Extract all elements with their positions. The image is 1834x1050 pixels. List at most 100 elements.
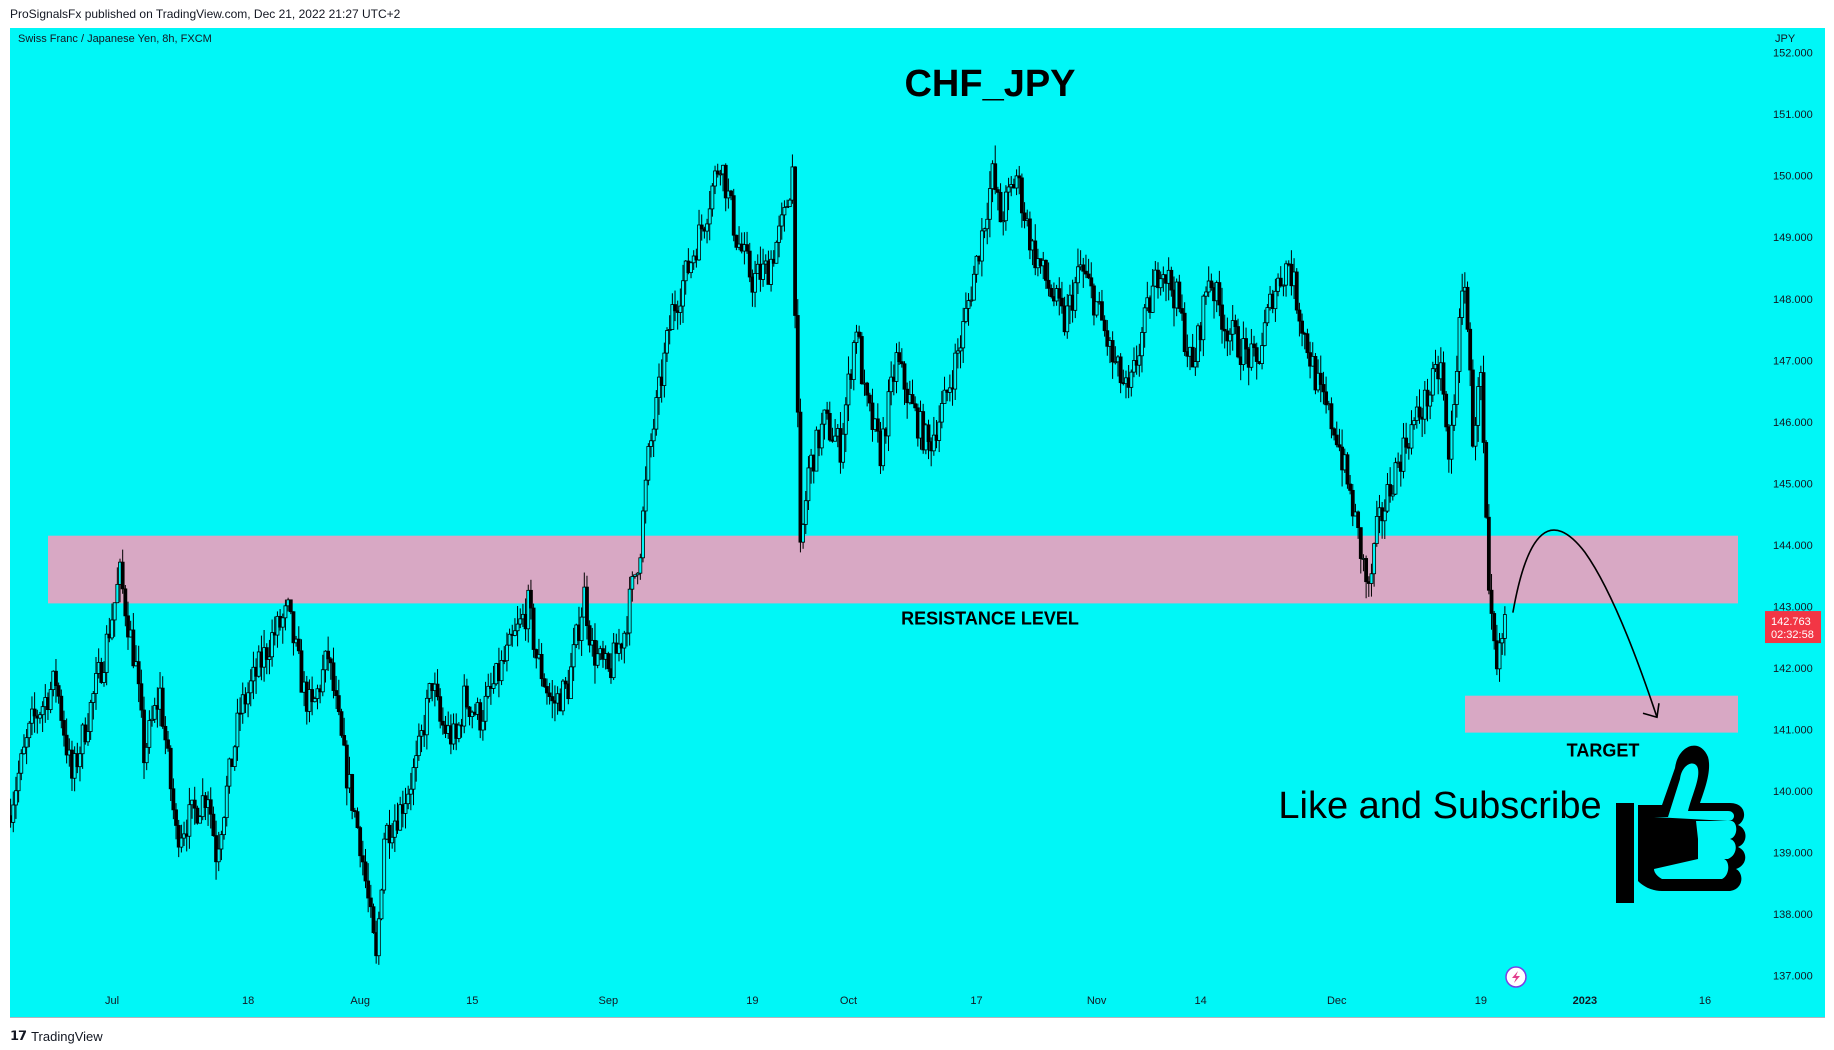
candle bbox=[1006, 177, 1011, 211]
candle bbox=[563, 676, 568, 689]
candle bbox=[179, 824, 184, 853]
candle bbox=[22, 734, 26, 755]
candle bbox=[787, 198, 792, 208]
candle bbox=[1014, 169, 1019, 196]
candle bbox=[1460, 273, 1465, 325]
y-tick-label: 148.000 bbox=[1773, 294, 1813, 306]
candle bbox=[1081, 257, 1086, 288]
candle bbox=[1236, 318, 1240, 359]
candle bbox=[1260, 332, 1264, 370]
x-tick-label: Dec bbox=[1327, 995, 1347, 1007]
candle bbox=[1076, 248, 1080, 294]
candle bbox=[192, 786, 197, 825]
candle bbox=[1385, 473, 1390, 513]
candle bbox=[310, 676, 315, 716]
candle bbox=[1321, 371, 1326, 405]
candle bbox=[654, 390, 659, 436]
candle bbox=[1137, 343, 1142, 377]
candle bbox=[803, 490, 808, 534]
candle bbox=[774, 240, 779, 264]
candle bbox=[529, 579, 533, 620]
candle bbox=[1177, 274, 1182, 313]
candle bbox=[822, 409, 827, 440]
candle bbox=[1204, 286, 1208, 305]
y-tick-label: 144.000 bbox=[1773, 540, 1813, 552]
candle bbox=[1158, 271, 1163, 296]
candle bbox=[1452, 394, 1457, 432]
candle bbox=[1003, 185, 1008, 231]
candle bbox=[1102, 315, 1107, 337]
candle bbox=[1297, 302, 1302, 337]
candle bbox=[187, 787, 192, 849]
candle bbox=[1060, 281, 1064, 314]
candle bbox=[478, 698, 483, 739]
candle bbox=[16, 760, 21, 803]
candle bbox=[1374, 500, 1379, 547]
candle bbox=[1388, 467, 1393, 503]
candle bbox=[947, 374, 952, 402]
candle bbox=[665, 327, 669, 362]
candle bbox=[1249, 328, 1254, 371]
like-subscribe-text: Like and Subscribe bbox=[1278, 785, 1601, 827]
candle bbox=[710, 183, 715, 217]
candle bbox=[1300, 313, 1304, 347]
candle bbox=[939, 391, 944, 429]
y-tick-label: 150.000 bbox=[1773, 171, 1813, 183]
candle bbox=[299, 639, 304, 693]
candle bbox=[886, 379, 891, 452]
tradingview-logo-icon: 𝟭𝟳 bbox=[10, 1028, 27, 1043]
candle bbox=[406, 785, 411, 810]
candle bbox=[88, 699, 93, 740]
candle bbox=[1348, 475, 1353, 495]
candle bbox=[1110, 331, 1115, 379]
candle bbox=[1281, 284, 1286, 297]
candles-group bbox=[8, 145, 1507, 965]
candle bbox=[350, 773, 355, 820]
candle bbox=[379, 888, 384, 921]
candle bbox=[360, 840, 365, 876]
candle bbox=[24, 729, 29, 765]
candle bbox=[1046, 262, 1051, 297]
candle bbox=[971, 265, 976, 301]
x-tick-label: 14 bbox=[1195, 995, 1207, 1007]
candle bbox=[1193, 347, 1198, 376]
candle bbox=[867, 392, 872, 412]
y-tick-label: 149.000 bbox=[1773, 232, 1813, 244]
candle bbox=[174, 803, 178, 840]
candle bbox=[1265, 303, 1270, 327]
candle bbox=[440, 707, 445, 735]
candle bbox=[1470, 359, 1475, 448]
candle bbox=[963, 292, 968, 324]
candle bbox=[54, 658, 58, 703]
candle bbox=[1465, 281, 1470, 333]
candle bbox=[136, 645, 141, 703]
candle bbox=[670, 293, 675, 330]
candle bbox=[713, 165, 717, 195]
candle bbox=[793, 166, 797, 329]
candle bbox=[483, 681, 488, 731]
candle bbox=[889, 361, 894, 406]
candle bbox=[64, 718, 69, 764]
candle bbox=[865, 381, 870, 407]
candle bbox=[641, 506, 645, 563]
candle bbox=[1254, 342, 1259, 380]
candle bbox=[974, 255, 979, 283]
candle bbox=[416, 723, 421, 761]
candle bbox=[291, 611, 296, 656]
candle bbox=[267, 639, 272, 675]
candle bbox=[435, 669, 440, 701]
candle bbox=[875, 403, 880, 443]
candle bbox=[1169, 266, 1174, 297]
y-axis: 152.000 151.000 150.000 149.000 148.000 147.0… bbox=[1765, 28, 1825, 1018]
candle bbox=[1022, 202, 1027, 229]
plot-background bbox=[10, 28, 1765, 1018]
footer: 𝟭𝟳 TradingView bbox=[10, 1028, 103, 1044]
publisher-info: ProSignalsFx published on TradingView.co… bbox=[10, 7, 401, 21]
candle bbox=[94, 657, 98, 710]
candle bbox=[355, 807, 360, 829]
candle bbox=[315, 684, 320, 710]
candle bbox=[1329, 397, 1334, 439]
candle bbox=[734, 234, 739, 251]
candle bbox=[48, 681, 53, 714]
candle bbox=[1113, 346, 1118, 365]
